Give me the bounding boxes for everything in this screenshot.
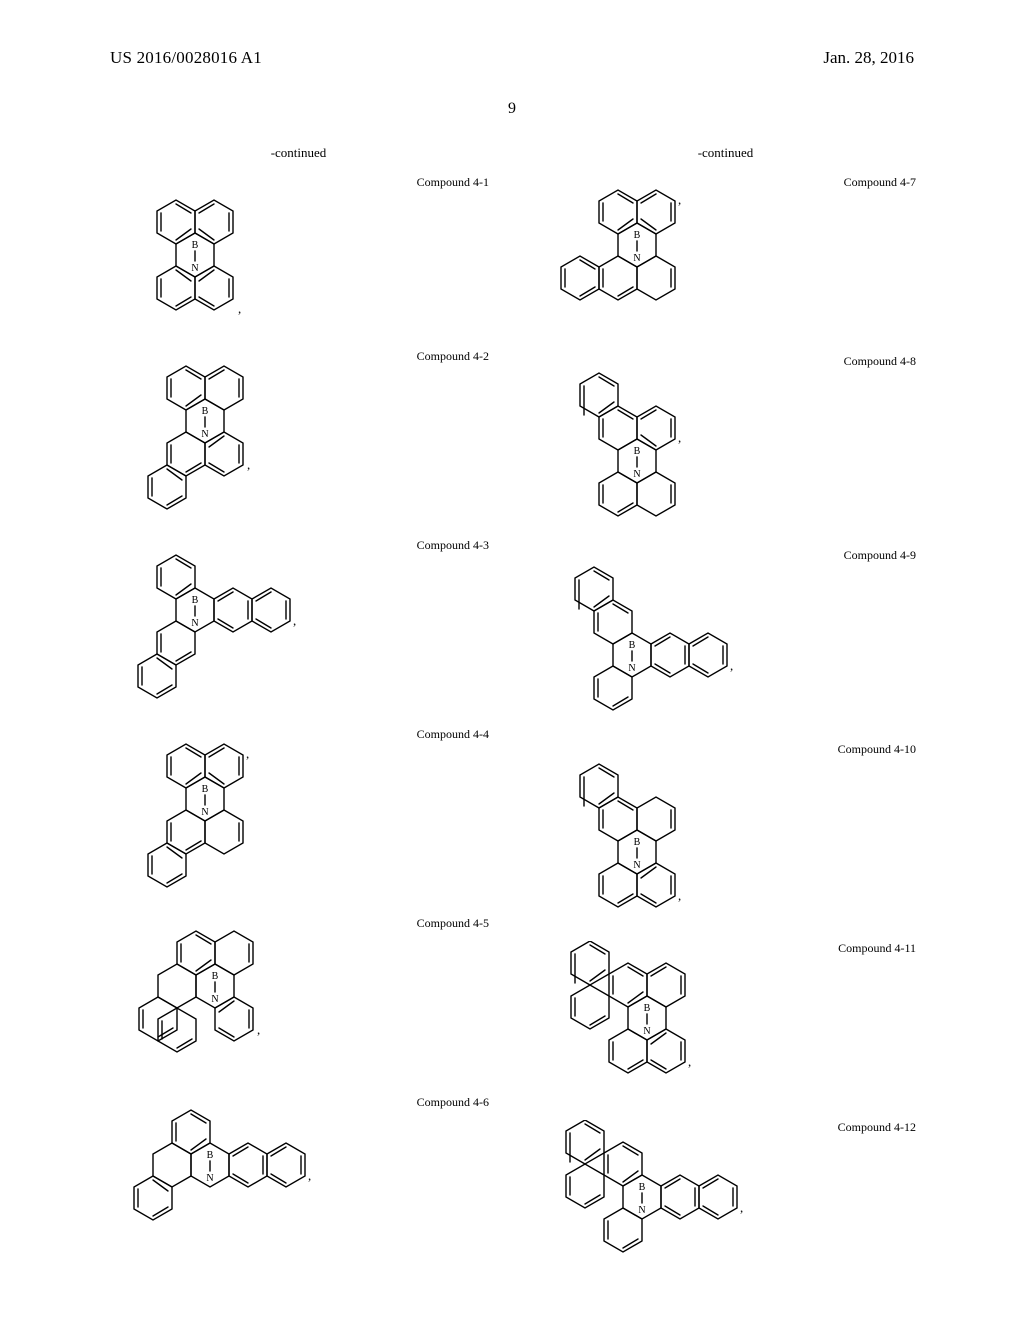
svg-text:,: , <box>257 1022 260 1037</box>
compound-block: Compound 4-8 B N <box>537 354 914 534</box>
compound-label: Compound 4-3 <box>417 538 489 553</box>
publication-date: Jan. 28, 2016 <box>823 48 914 68</box>
svg-text:B: B <box>202 784 209 795</box>
svg-text:,: , <box>246 746 249 761</box>
compound-label: Compound 4-9 <box>844 548 916 563</box>
compound-label: Compound 4-2 <box>417 349 489 364</box>
svg-text:B: B <box>212 971 219 982</box>
chemical-structure-icon: B N <box>537 175 914 340</box>
publication-number: US 2016/0028016 A1 <box>110 48 262 67</box>
svg-text:B: B <box>192 595 199 606</box>
page-header: US 2016/0028016 A1 Jan. 28, 2016 <box>0 48 1024 68</box>
compound-label: Compound 4-11 <box>838 941 916 956</box>
svg-text:N: N <box>633 253 640 264</box>
chemical-structure-icon: B N <box>110 538 487 713</box>
compound-label: Compound 4-8 <box>844 354 916 369</box>
svg-text:,: , <box>678 888 681 903</box>
svg-text:B: B <box>207 1150 214 1161</box>
compound-block: Compound 4-12 B N <box>537 1120 914 1275</box>
svg-text:N: N <box>643 1026 650 1037</box>
svg-text:N: N <box>191 618 198 629</box>
svg-text:,: , <box>688 1054 691 1069</box>
svg-text:,: , <box>678 430 681 445</box>
page-number: 9 <box>0 100 1024 118</box>
svg-text:,: , <box>730 658 733 673</box>
compound-label: Compound 4-1 <box>417 175 489 190</box>
chemical-structure-icon: B N <box>110 1095 487 1245</box>
compound-block: Compound 4-2 B N <box>110 349 487 524</box>
svg-text:N: N <box>201 429 208 440</box>
chemical-structure-icon: B N <box>537 354 914 534</box>
compound-block: Compound 4-6 B N <box>110 1095 487 1245</box>
svg-text:B: B <box>634 230 641 241</box>
left-column: -continued Compound 4-1 B N <box>110 145 487 1280</box>
compound-block: Compound 4-10 B N <box>537 742 914 927</box>
svg-text:B: B <box>634 446 641 457</box>
right-column: -continued Compound 4-7 B N <box>537 145 914 1280</box>
svg-text:N: N <box>638 1205 645 1216</box>
continued-label: -continued <box>537 145 914 161</box>
compound-block: Compound 4-9 B N <box>537 548 914 728</box>
compound-label: Compound 4-4 <box>417 727 489 742</box>
svg-text:N: N <box>211 994 218 1005</box>
svg-text:B: B <box>202 406 209 417</box>
svg-text:B: B <box>634 837 641 848</box>
svg-text:,: , <box>740 1200 743 1215</box>
svg-text:N: N <box>633 469 640 480</box>
compound-block: Compound 4-5 B N <box>110 916 487 1081</box>
svg-text:N: N <box>191 263 198 274</box>
svg-text:N: N <box>633 860 640 871</box>
compound-label: Compound 4-10 <box>838 742 916 757</box>
compound-block: Compound 4-1 B N <box>110 175 487 335</box>
svg-text:B: B <box>639 1182 646 1193</box>
compound-label: Compound 4-6 <box>417 1095 489 1110</box>
svg-text:B: B <box>629 640 636 651</box>
svg-text:N: N <box>206 1173 213 1184</box>
compound-block: Compound 4-4 B N <box>110 727 487 902</box>
svg-text:,: , <box>247 457 250 472</box>
svg-text:,: , <box>308 1168 311 1183</box>
chemical-structure-icon: B N <box>537 548 914 728</box>
chemical-structure-icon: B N <box>537 742 914 927</box>
svg-text:B: B <box>192 240 199 251</box>
compound-label: Compound 4-12 <box>838 1120 916 1135</box>
svg-text:,: , <box>293 613 296 628</box>
svg-text:,: , <box>678 192 681 207</box>
svg-text:B: B <box>644 1003 651 1014</box>
svg-text:N: N <box>201 807 208 818</box>
chemical-structure-icon: B N <box>537 1120 914 1275</box>
svg-text:,: , <box>238 301 241 316</box>
compound-block: Compound 4-3 B N <box>110 538 487 713</box>
compound-block: Compound 4-11 B N <box>537 941 914 1106</box>
chemical-structure-icon: B N <box>537 941 914 1106</box>
content-columns: -continued Compound 4-1 B N <box>110 145 914 1280</box>
compound-block: Compound 4-7 B N <box>537 175 914 340</box>
chemical-structure-icon: B N <box>110 349 487 524</box>
chemical-structure-icon: B N <box>110 727 487 902</box>
chemical-structure-icon: B N <box>110 916 487 1081</box>
continued-label: -continued <box>110 145 487 161</box>
svg-text:N: N <box>628 663 635 674</box>
compound-label: Compound 4-7 <box>844 175 916 190</box>
compound-label: Compound 4-5 <box>417 916 489 931</box>
chemical-structure-icon: B N <box>110 175 487 335</box>
